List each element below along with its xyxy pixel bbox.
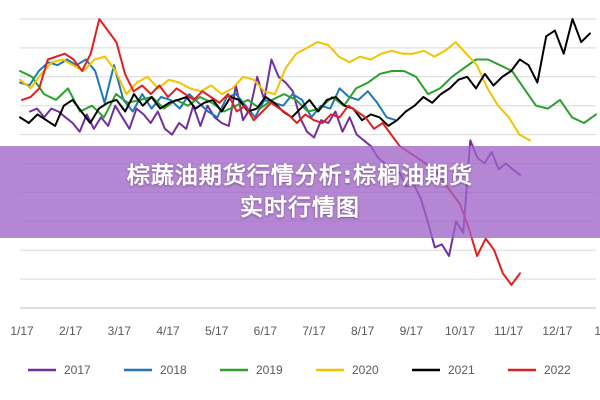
x-tick-label: 1/17 xyxy=(10,324,34,338)
series-line-2020 xyxy=(19,41,531,142)
banner-title-line-2: 实时行情图 xyxy=(240,195,360,221)
legend-label-2021: 2021 xyxy=(448,363,475,377)
legend: 2017 2018 2019 2020 2021 2022 xyxy=(28,363,571,377)
series-line-2019 xyxy=(19,58,597,124)
x-tick-label: 10/17 xyxy=(445,324,475,338)
x-tick-label: 12/17 xyxy=(542,324,572,338)
x-tick-label: 9/17 xyxy=(400,324,424,338)
legend-label-2019: 2019 xyxy=(256,363,283,377)
x-tick-label: 7/17 xyxy=(302,324,326,338)
x-tick-label: 1/17 xyxy=(594,324,600,338)
title-banner: 棕蔬油期货行情分析:棕榈油期货 实时行情图 xyxy=(0,146,600,238)
legend-label-2018: 2018 xyxy=(160,363,187,377)
x-tick-label: 8/17 xyxy=(351,324,375,338)
legend-label-2022: 2022 xyxy=(544,363,571,377)
x-tick-label: 3/17 xyxy=(108,324,132,338)
series-line-2021 xyxy=(19,18,591,127)
x-tick-label: 11/17 xyxy=(494,324,523,338)
banner-title-line-1: 棕蔬油期货行情分析:棕榈油期货 xyxy=(126,163,474,189)
legend-label-2020: 2020 xyxy=(352,363,379,377)
x-tick-label: 6/17 xyxy=(254,324,278,338)
x-tick-label: 2/17 xyxy=(59,324,83,338)
x-tick-label: 4/17 xyxy=(156,324,180,338)
x-tick-label: 5/17 xyxy=(205,324,229,338)
legend-label-2017: 2017 xyxy=(64,363,91,377)
series-line-2018 xyxy=(19,58,397,122)
x-axis-ticks: 1/17 2/17 3/17 4/17 5/17 6/17 7/17 8/17 9/17 10/1… xyxy=(10,324,600,338)
series-line-2017 xyxy=(29,58,521,257)
